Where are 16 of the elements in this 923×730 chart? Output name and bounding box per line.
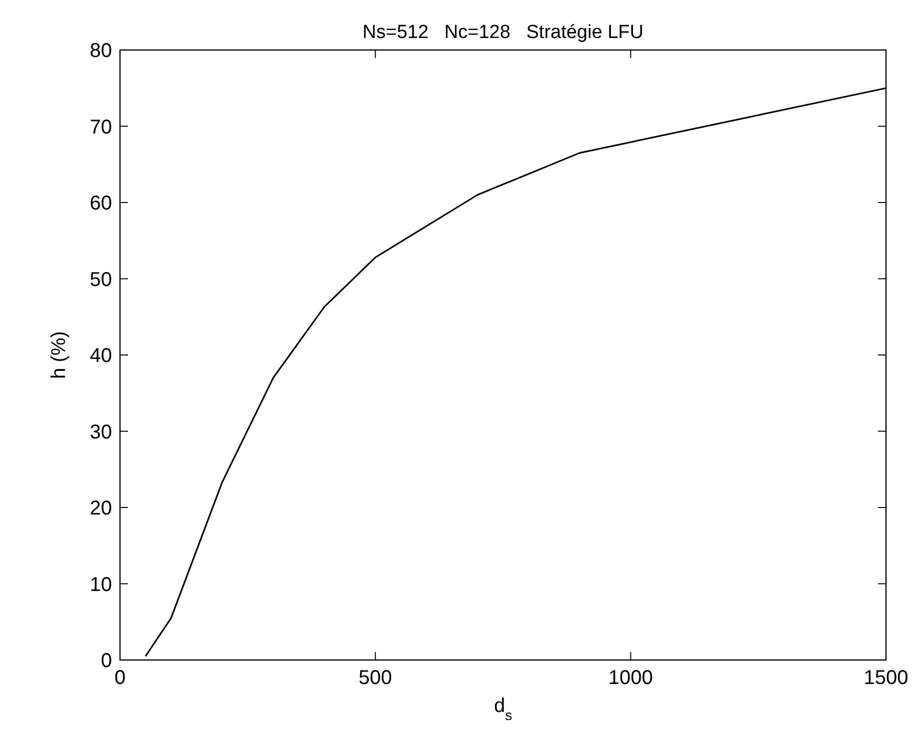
y-tick-label: 60 bbox=[90, 192, 112, 214]
x-tick-label: 1000 bbox=[608, 667, 653, 689]
y-axis-title: h (%) bbox=[48, 331, 70, 379]
y-tick-label: 40 bbox=[90, 345, 112, 367]
y-tick-label: 70 bbox=[90, 116, 112, 138]
y-tick-label: 20 bbox=[90, 498, 112, 520]
chart-title: Ns=512 Nc=128 Stratégie LFU bbox=[362, 22, 644, 43]
x-tick-label: 500 bbox=[358, 667, 392, 689]
x-tick-label: 0 bbox=[114, 667, 126, 689]
y-tick-label: 10 bbox=[90, 574, 112, 596]
x-tick-label: 1500 bbox=[864, 667, 908, 689]
y-tick-label: 50 bbox=[90, 268, 112, 291]
x-axis-title: d$_{s}$ bbox=[494, 695, 512, 723]
y-tick-label: 30 bbox=[90, 421, 112, 444]
y-tick-label: 80 bbox=[90, 40, 112, 62]
y-tick-label: 0 bbox=[100, 650, 112, 672]
